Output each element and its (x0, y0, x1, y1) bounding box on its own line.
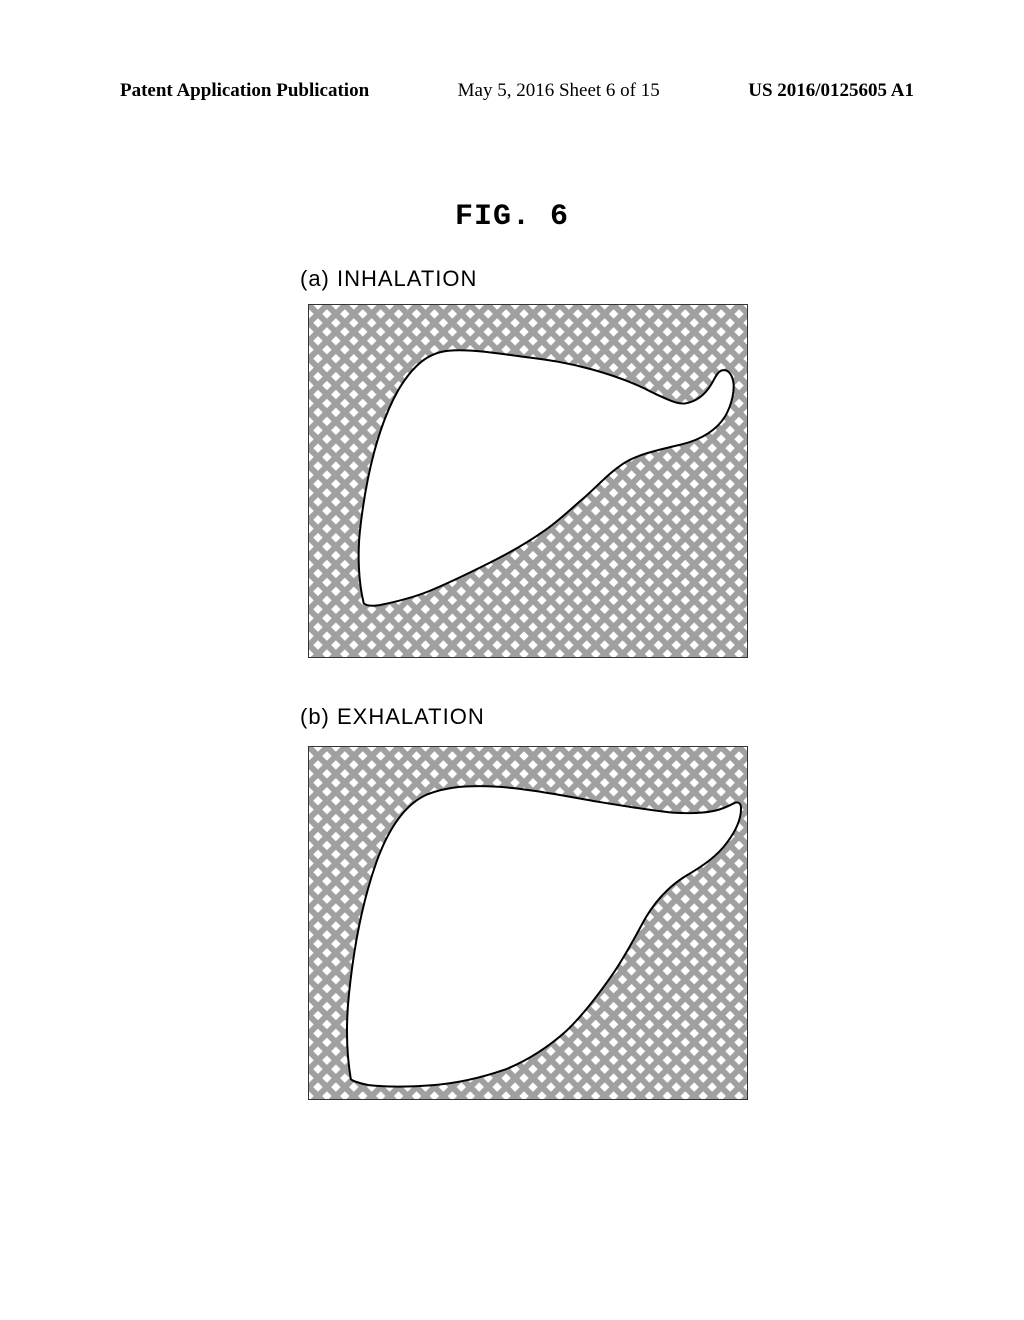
figure-title: FIG. 6 (455, 200, 569, 234)
panel-label-b: (b) EXHALATION (300, 704, 485, 730)
panel-label-a: (a) INHALATION (300, 266, 477, 292)
header-left: Patent Application Publication (120, 80, 369, 102)
page-header: Patent Application Publication May 5, 20… (0, 80, 1024, 102)
header-center: May 5, 2016 Sheet 6 of 15 (458, 80, 660, 102)
figure-panel-b (308, 746, 748, 1100)
figure-panel-a (308, 304, 748, 658)
header-right: US 2016/0125605 A1 (748, 80, 914, 102)
